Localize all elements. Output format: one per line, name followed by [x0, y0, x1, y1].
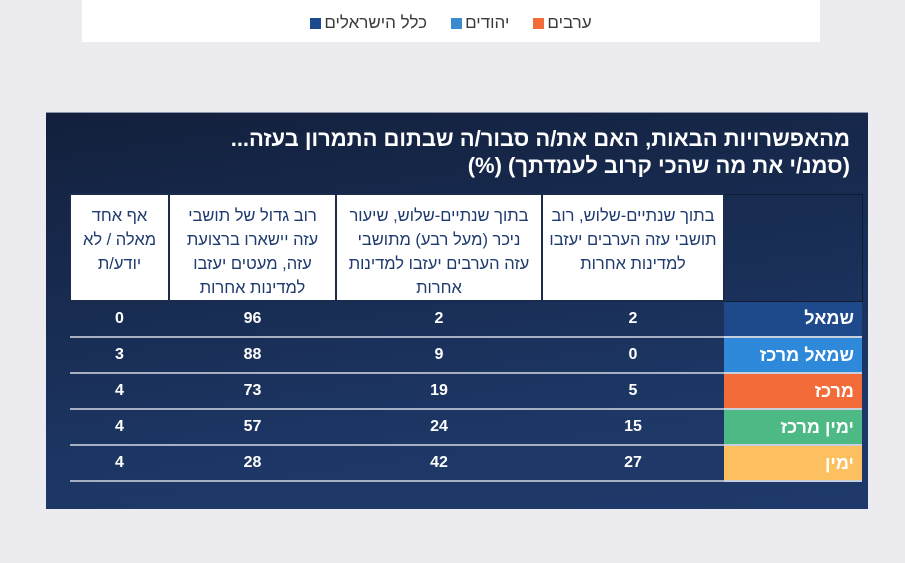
table-cell: 4	[70, 409, 169, 446]
table-cell: 96	[169, 301, 336, 338]
column-header: בתוך שנתיים-שלוש, רוב תושבי עזה הערבים י…	[541, 193, 725, 302]
table-cell: 57	[169, 409, 336, 446]
legend-item-arabs: ערבים	[533, 13, 592, 33]
table-cell: 28	[169, 445, 336, 482]
table-cell: 4	[70, 373, 169, 410]
chart-legend: כלל הישראלים יהודים ערבים	[82, 13, 820, 33]
column-header: אף אחד מאלה / לא יודע/ת	[69, 193, 170, 302]
table-cell: 4	[70, 445, 169, 482]
legend-label: כלל הישראלים	[324, 13, 428, 32]
results-table: בתוך שנתיים-שלוש, רוב תושבי עזה הערבים י…	[69, 193, 863, 482]
table-cell: 27	[542, 445, 724, 482]
table-cell: 19	[336, 373, 542, 410]
table-cell: 73	[169, 373, 336, 410]
table-row: שמאל מרכז 0 9 88 3	[70, 337, 862, 374]
table-cell: 24	[336, 409, 542, 446]
table-cell: 42	[336, 445, 542, 482]
table-cell: 3	[70, 337, 169, 374]
title-question: מהאפשרויות הבאות, האם את/ה סבור/ה שבתום …	[230, 126, 850, 151]
top-chart-legend-strip: כלל הישראלים יהודים ערבים	[82, 0, 820, 42]
row-label: ימין מרכז	[724, 409, 862, 446]
title-instruction: (סמנ/י את מה שהכי קרוב לעמדתך) (%)	[467, 153, 850, 178]
table-cell: 5	[542, 373, 724, 410]
table-cell: 88	[169, 337, 336, 374]
legend-marker-square-icon	[310, 17, 322, 29]
table-row: ימין מרכז 15 24 57 4	[70, 409, 862, 446]
row-label-header	[723, 193, 863, 302]
table-row: ימין 27 42 28 4	[70, 445, 862, 482]
row-label: שמאל	[724, 301, 862, 338]
header-row: בתוך שנתיים-שלוש, רוב תושבי עזה הערבים י…	[69, 193, 863, 302]
table-row: מרכז 5 19 73 4	[70, 373, 862, 410]
row-label: שמאל מרכז	[724, 337, 862, 374]
table-cell: 9	[336, 337, 542, 374]
legend-label: ערבים	[547, 13, 592, 32]
table-title: מהאפשרויות הבאות, האם את/ה סבור/ה שבתום …	[64, 125, 850, 179]
table-cell: 0	[70, 301, 169, 338]
table-cell: 0	[542, 337, 724, 374]
legend-marker-square-icon	[451, 17, 463, 29]
legend-item-jews: יהודים	[451, 13, 509, 33]
table-cell: 2	[542, 301, 724, 338]
table-cell: 2	[336, 301, 542, 338]
legend-label: יהודים	[465, 13, 510, 32]
row-label: ימין	[724, 445, 862, 482]
column-header: בתוך שנתיים-שלוש, שיעור ניכר (מעל רבע) מ…	[335, 193, 543, 302]
table-cell: 15	[542, 409, 724, 446]
row-label: מרכז	[724, 373, 862, 410]
survey-table-card: מהאפשרויות הבאות, האם את/ה סבור/ה שבתום …	[46, 112, 868, 509]
legend-item-all-israelis: כלל הישראלים	[310, 13, 427, 33]
table-row: שמאל 2 2 96 0	[70, 301, 862, 338]
column-header: רוב גדול של תושבי עזה יישארו ברצועת עזה,…	[168, 193, 337, 302]
legend-marker-square-icon	[533, 17, 545, 29]
